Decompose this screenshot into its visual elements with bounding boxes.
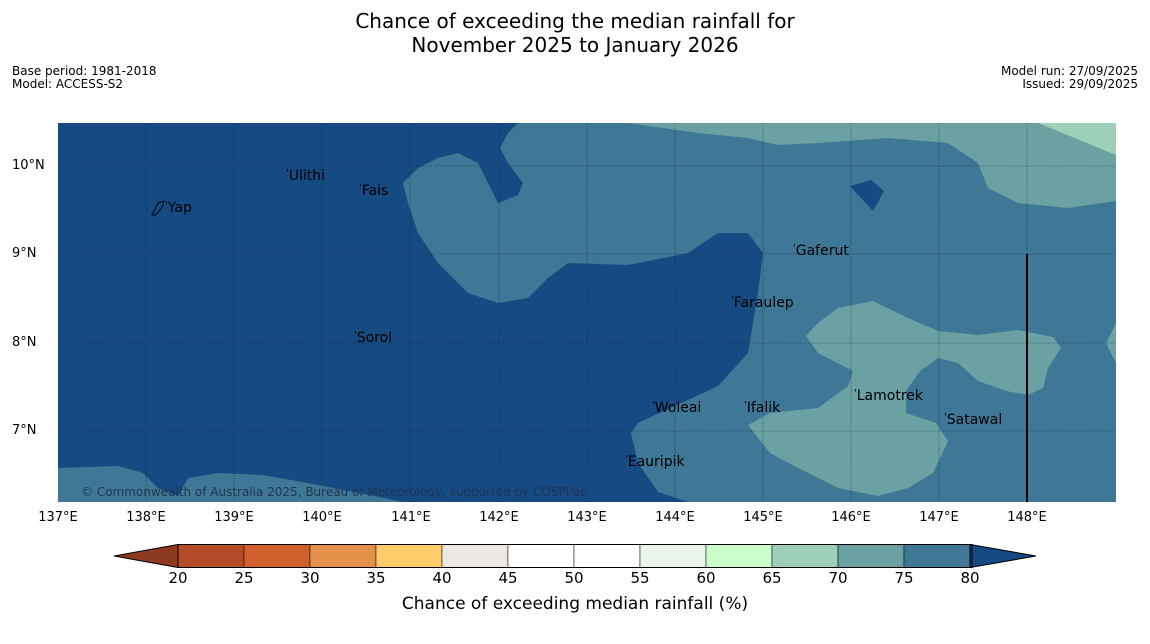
meta-right: Model run: 27/09/2025 Issued: 29/09/2025 <box>1001 65 1138 91</box>
colorbar-segments <box>114 544 1036 568</box>
colorbar-segment <box>639 544 707 568</box>
lon-label-139e: 139°E <box>214 510 254 525</box>
forecast-map: Yap Ulithi Fais Gaferut Faraulep Sorol L… <box>58 123 1116 502</box>
colorbar-tick-40: 40 <box>432 569 452 587</box>
colorbar-tick-35: 35 <box>366 569 386 587</box>
lon-label-143e: 143°E <box>567 510 607 525</box>
colorbar-tick-80: 80 <box>960 569 980 587</box>
colorbar-tick-25: 25 <box>234 569 254 587</box>
title-line-2: November 2025 to January 2026 <box>411 33 739 57</box>
lon-label-140e: 140°E <box>302 510 342 525</box>
colorbar-tick-20: 20 <box>168 569 188 587</box>
place-lamotrek: Lamotrek <box>854 388 923 406</box>
place-faraulep: Faraulep <box>731 295 794 313</box>
lon-label-138e: 138°E <box>126 510 166 525</box>
place-gaferut: Gaferut <box>793 243 849 261</box>
model-run: Model run: 27/09/2025 <box>1000 64 1138 78</box>
lon-label-142e: 142°E <box>479 510 519 525</box>
lon-label-148e: 148°E <box>1007 510 1047 525</box>
colorbar-extend-high <box>969 544 1036 568</box>
colorbar-segment <box>309 544 377 568</box>
place-yap: Yap <box>165 200 192 218</box>
place-sorol: Sorol <box>354 330 392 348</box>
colorbar-segment <box>507 544 575 568</box>
colorbar-tick-55: 55 <box>630 569 650 587</box>
lon-label-147e: 147°E <box>919 510 959 525</box>
colorbar-segment <box>837 544 905 568</box>
lat-label-7n: 7°N <box>12 423 37 438</box>
colorbar-tick-70: 70 <box>828 569 848 587</box>
band-65-70-top <box>628 123 1116 208</box>
model-name: Model: ACCESS-S2 <box>12 77 124 91</box>
map-canvas <box>58 123 1116 502</box>
colorbar-segment <box>771 544 839 568</box>
copyright-notice: © Commonwealth of Australia 2025, Bureau… <box>81 485 587 499</box>
place-satawal: Satawal <box>944 412 1002 430</box>
band-60-65-corner <box>1038 123 1116 155</box>
meta-left: Base period: 1981-2018 Model: ACCESS-S2 <box>12 65 157 91</box>
colorbar-tick-45: 45 <box>498 569 518 587</box>
issued-date: Issued: 29/09/2025 <box>1022 77 1138 91</box>
colorbar-segment <box>177 544 245 568</box>
title-line-1: Chance of exceeding the median rainfall … <box>355 9 795 33</box>
colorbar-segment <box>243 544 311 568</box>
place-fais: Fais <box>359 183 389 201</box>
colorbar <box>114 544 1036 568</box>
colorbar-outline <box>177 544 973 568</box>
colorbar-segment <box>903 544 971 568</box>
yap-island-outline <box>151 200 165 216</box>
colorbar-segment <box>705 544 773 568</box>
place-woleai: Woleai <box>652 400 702 418</box>
colorbar-segment <box>375 544 443 568</box>
colorbar-tick-30: 30 <box>300 569 320 587</box>
band-70-75-southwest <box>58 466 403 502</box>
colorbar-tick-60: 60 <box>696 569 716 587</box>
lon-label-137e: 137°E <box>38 510 78 525</box>
place-eauripik: Eauripik <box>625 454 685 472</box>
colorbar-tick-65: 65 <box>762 569 782 587</box>
lon-label-146e: 146°E <box>831 510 871 525</box>
base-period: Base period: 1981-2018 <box>12 64 157 78</box>
lon-label-145e: 145°E <box>743 510 783 525</box>
lon-label-144e: 144°E <box>655 510 695 525</box>
colorbar-tick-75: 75 <box>894 569 914 587</box>
colorbar-label: Chance of exceeding median rainfall (%) <box>401 594 749 614</box>
place-ifalik: Ifalik <box>744 400 781 418</box>
map-title: Chance of exceeding the median rainfall … <box>0 9 1150 57</box>
lat-label-10n: 10°N <box>12 158 45 173</box>
lat-label-8n: 8°N <box>12 335 37 350</box>
colorbar-extend-low <box>114 544 179 568</box>
band-75-80-patch <box>850 180 884 211</box>
colorbar-tick-50: 50 <box>564 569 584 587</box>
place-ulithi: Ulithi <box>286 168 325 186</box>
lon-label-141e: 141°E <box>391 510 431 525</box>
lat-label-9n: 9°N <box>12 246 37 261</box>
colorbar-segment <box>441 544 509 568</box>
colorbar-segment <box>573 544 641 568</box>
